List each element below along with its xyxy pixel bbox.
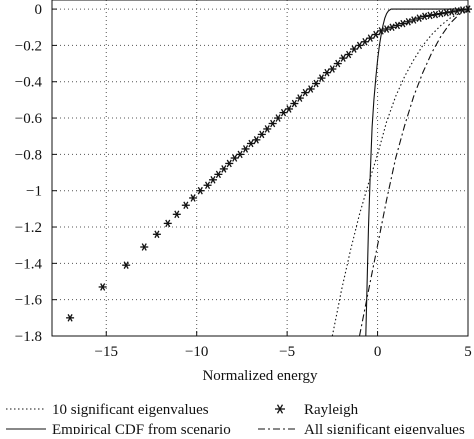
axes [51,0,469,337]
y-tick-label: −1.2 [15,220,42,236]
rayleigh-point [415,14,424,22]
rayleigh-point [404,18,413,26]
rayleigh-point [453,7,462,15]
legend-label: Empirical CDF from scenario [52,422,231,434]
rayleigh-point [236,150,245,159]
legend: 10 significant eigenvalues Empirical CDF … [6,402,465,438]
x-axis-label: Normalized energy [202,368,318,384]
rayleigh-point [301,88,310,97]
rayleigh-point [214,170,223,179]
legend-item: All significant eigenvalues [258,422,465,438]
y-tick-label: −1.4 [15,256,43,272]
rayleigh-point [317,74,326,82]
rayleigh-point [122,261,131,269]
y-tick-label: −0.8 [15,147,42,163]
y-tick-label: −1.8 [15,329,42,345]
rayleigh-point [371,30,380,39]
series-line-0 [331,10,469,337]
x-tick-label: 0 [374,344,382,360]
rayleigh-point [355,41,364,50]
legend-item: Empirical CDF from scenario [6,422,231,438]
rayleigh-point [409,16,418,24]
rayleigh-point [431,10,440,19]
rayleigh-point [140,243,149,251]
legend-item: 10 significant eigenvalues [6,402,209,418]
plot-frame [51,0,469,337]
rayleigh-point [393,21,402,30]
y-tick-label: −0.6 [15,111,43,127]
y-tick-label: −0.4 [15,75,43,91]
series-layer [66,5,472,337]
rayleigh-point [203,181,212,190]
rayleigh-point [295,94,304,102]
y-tick-label: −1 [26,184,42,200]
rayleigh-point [322,68,331,77]
series-asterisk [66,5,472,322]
rayleigh-point [328,65,337,73]
rayleigh-point [66,314,75,322]
rayleigh-point [163,219,172,228]
x-tick-label: −15 [95,344,118,360]
rayleigh-point [382,25,391,33]
series-solid [365,8,468,337]
series-line-3 [358,10,469,337]
rayleigh-point [360,37,369,46]
series-line-1 [365,8,468,337]
rayleigh-point [241,145,250,153]
y-tick-label: −0.2 [15,38,42,54]
x-tick-label: 5 [464,344,472,360]
rayleigh-point [284,105,293,113]
rayleigh-point [436,9,445,18]
legend-item: Rayleigh [275,402,359,418]
rayleigh-point [426,11,435,20]
rayleigh-point [252,136,261,144]
x-tick-label: −5 [279,344,295,360]
rayleigh-point [181,201,190,210]
rayleigh-point [312,79,321,88]
rayleigh-point [333,59,342,68]
rayleigh-point [274,114,283,122]
rayleigh-point [225,159,234,168]
rayleigh-point [219,165,228,173]
series-dotted [331,10,469,337]
rayleigh-point [398,19,407,28]
rayleigh-point [172,210,181,219]
rayleigh-point [279,108,288,117]
rayleigh-point [339,54,348,62]
x-tick-label: −10 [185,344,208,360]
rayleigh-point [420,12,429,21]
rayleigh-point [377,27,386,35]
rayleigh-point [230,154,239,162]
tick-labels: −15 −10 −5 0 5 0 −0.2 −0.4 −0.6 −0.8 −1 −1.2 −1.4 −1.… [15,2,472,360]
rayleigh-point [263,125,272,133]
rayleigh-point [189,194,198,202]
legend-label: All significant eigenvalues [304,422,465,434]
grid [52,0,469,337]
rayleigh-point [306,85,315,93]
rayleigh-point [152,230,161,239]
rayleigh-point [268,119,277,128]
legend-label: 10 significant eigenvalues [52,402,209,418]
rayleigh-point [442,8,451,17]
rayleigh-point [388,23,397,32]
rayleigh-point [196,186,205,195]
legend-marker [275,404,285,414]
rayleigh-point [208,176,217,184]
rayleigh-point [350,45,359,53]
rayleigh-point [290,99,299,108]
rayleigh-point [366,34,375,42]
series-dashdot [358,10,469,337]
rayleigh-point [257,130,266,139]
rayleigh-point [246,139,255,148]
y-tick-label: 0 [35,2,43,18]
y-tick-label: −1.6 [15,293,43,309]
rayleigh-point [344,50,353,59]
rayleigh-point [447,8,456,16]
rayleigh-point [98,283,107,291]
legend-label: Rayleigh [304,402,359,418]
